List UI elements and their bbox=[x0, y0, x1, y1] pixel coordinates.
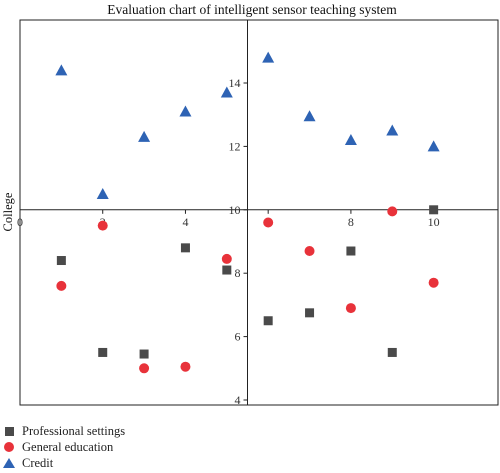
credit-point bbox=[262, 51, 275, 63]
data-points bbox=[55, 51, 440, 374]
x-tick-label: 8 bbox=[348, 215, 354, 229]
credit-point bbox=[96, 187, 109, 199]
y-tick-label: 14 bbox=[229, 76, 241, 90]
general-education-point bbox=[304, 246, 315, 257]
professional-settings-point bbox=[387, 347, 397, 357]
plot-frame bbox=[19, 19, 499, 406]
professional-settings-point bbox=[180, 243, 190, 253]
general-education-point bbox=[221, 253, 232, 264]
credit-point bbox=[344, 134, 357, 146]
y-tick-label: 12 bbox=[229, 139, 241, 153]
general-education-point bbox=[139, 363, 150, 374]
credit-point bbox=[427, 140, 440, 152]
y-ticks: 4 6 8 10 12 14 bbox=[229, 76, 248, 407]
y-tick-label: 6 bbox=[235, 330, 241, 344]
general-education-point bbox=[263, 217, 274, 228]
x-tick-label: 10 bbox=[428, 215, 440, 229]
professional-settings-point bbox=[263, 316, 273, 326]
general-education-point bbox=[345, 303, 356, 314]
legend-label: Professional settings bbox=[22, 424, 126, 438]
square-marker-icon bbox=[2, 426, 16, 436]
general-education-point bbox=[387, 206, 398, 217]
triangle-marker-icon bbox=[2, 458, 16, 468]
legend-item-credit: Credit bbox=[2, 455, 125, 471]
professional-settings-point bbox=[56, 256, 66, 266]
y-tick-label: 10 bbox=[229, 203, 241, 217]
y-tick-label: 8 bbox=[235, 266, 241, 280]
credit-point bbox=[220, 86, 233, 98]
x-tick-label: 0 bbox=[17, 215, 23, 229]
professional-settings-point bbox=[139, 349, 149, 359]
professional-settings-point bbox=[222, 265, 232, 275]
credit-point bbox=[138, 130, 151, 142]
chart-title: Evaluation chart of intelligent sensor t… bbox=[107, 2, 397, 17]
legend-item-general-education: General education bbox=[2, 439, 125, 455]
professional-settings-point bbox=[305, 308, 315, 318]
professional-settings-point bbox=[429, 205, 439, 215]
legend-label: General education bbox=[22, 440, 114, 454]
general-education-point bbox=[180, 361, 191, 372]
legend-item-professional-settings: Professional settings bbox=[2, 423, 125, 439]
general-education-point bbox=[97, 220, 108, 231]
x-tick-label: 4 bbox=[182, 215, 188, 229]
credit-point bbox=[303, 110, 316, 122]
y-tick-label: 4 bbox=[235, 393, 241, 407]
legend: Professional settings General education … bbox=[2, 423, 125, 471]
credit-point bbox=[179, 105, 192, 117]
credit-point bbox=[55, 64, 68, 76]
general-education-point bbox=[428, 277, 439, 288]
y-axis-label: College bbox=[1, 192, 15, 231]
legend-label: Credit bbox=[22, 456, 54, 470]
professional-settings-point bbox=[346, 246, 356, 256]
professional-settings-point bbox=[98, 347, 108, 357]
general-education-point bbox=[56, 280, 67, 291]
credit-point bbox=[386, 124, 399, 136]
circle-marker-icon bbox=[2, 442, 16, 452]
